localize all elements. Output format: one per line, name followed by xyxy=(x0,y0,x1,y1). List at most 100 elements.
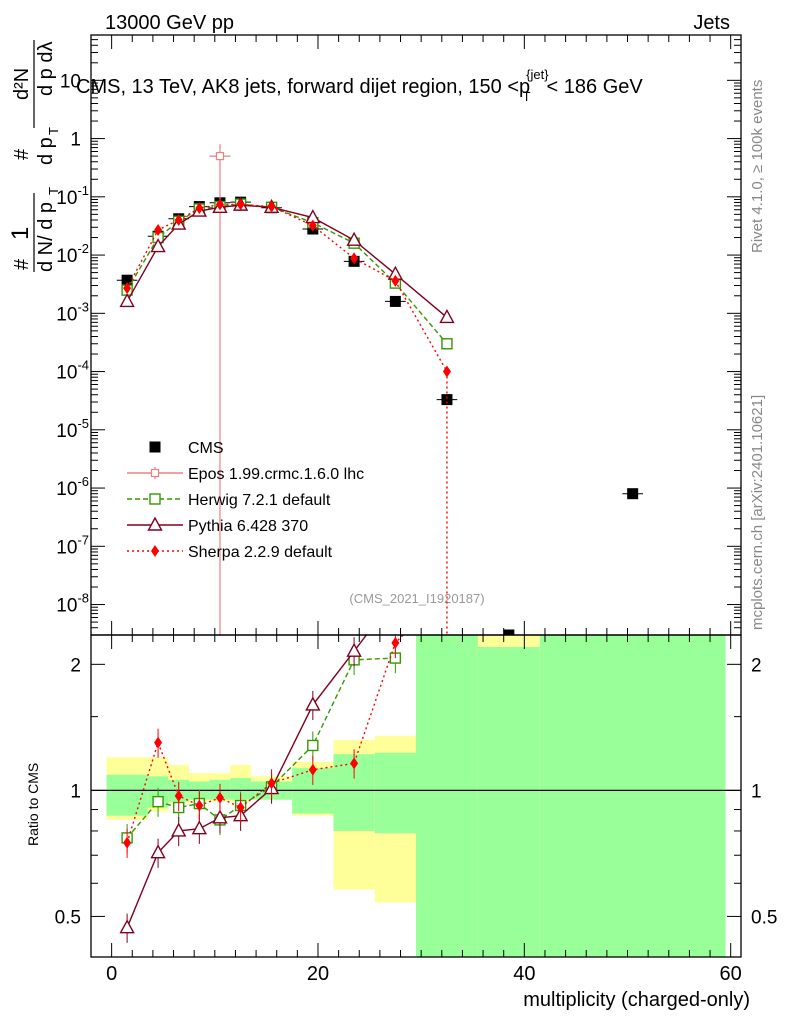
axes: 0 20 40 6010-810-710-610-510-410-310-210-11… xyxy=(55,34,777,985)
y-tick-exp-4: -4 xyxy=(77,358,89,373)
y-tick-base-5: 10 xyxy=(56,304,77,325)
plot-title-sup: {jet} xyxy=(526,67,549,82)
y-tick-exp-0: -8 xyxy=(77,591,89,606)
y-tick-exp-3: -5 xyxy=(77,416,89,431)
x-tick-label-1: 20 xyxy=(307,963,329,985)
y-tick-base-7: 10 xyxy=(56,188,77,209)
plot-title-tail: < 186 GeV xyxy=(547,76,644,98)
y-tick-base-2: 10 xyxy=(56,479,77,500)
point-data-0 xyxy=(121,274,133,286)
point-sherpa-8 xyxy=(350,252,359,265)
ratio-point-herwig-7 xyxy=(307,739,319,752)
ratio-y-label-0: 0.5 xyxy=(55,907,81,928)
y-axis-label-ratio: Ratio to CMS xyxy=(25,763,41,846)
y-label-sub-T1: T xyxy=(46,187,61,195)
y-tick-label-0: 10-8 xyxy=(56,591,89,617)
ratio-point-pythia-4 xyxy=(212,809,228,824)
ratio-y-label-2: 2 xyxy=(70,655,81,676)
ratio-line-herwig xyxy=(126,657,396,839)
y-tick-label-2: 10-6 xyxy=(56,474,89,500)
ratio-point-pythia-1 xyxy=(150,844,166,859)
ratio-line-sherpa xyxy=(126,635,405,843)
y-tick-exp-1: -7 xyxy=(77,532,89,547)
legend-label-data: CMS xyxy=(188,440,224,457)
y-tick-label-4: 10-4 xyxy=(56,358,89,384)
legend-marker-sherpa xyxy=(151,545,159,557)
y-label-dpT: d p xyxy=(35,137,57,165)
point-sherpa-5 xyxy=(236,198,245,211)
ratio-point-sherpa-6 xyxy=(267,777,276,790)
point-pythia-8 xyxy=(346,231,362,246)
band-inner-5 xyxy=(230,778,251,800)
y-tick-exp-7: -1 xyxy=(77,183,89,198)
y-tick-base-4: 10 xyxy=(56,363,77,384)
band-inner-9 xyxy=(374,752,416,834)
y-tick-label-8: 1 xyxy=(70,130,81,151)
ratio-point-sherpa-4 xyxy=(215,791,224,804)
point-sherpa-6 xyxy=(267,200,276,213)
legend-label-herwig: Herwig 7.2.1 default xyxy=(188,492,331,509)
ratio-point-pythia-7 xyxy=(305,696,321,711)
mcplots-label: mcplots.cern.ch [arXiv:2401.10621] xyxy=(749,395,766,630)
ratio-uncertainty-bands xyxy=(106,635,726,957)
band-inner-12 xyxy=(539,635,726,957)
point-sherpa-3 xyxy=(195,202,204,215)
point-pythia-10 xyxy=(439,308,455,324)
analysis-id: (CMS_2021_I1920187) xyxy=(349,591,484,606)
energy-label: 13000 GeV pp xyxy=(105,12,234,34)
y-tick-exp-5: -3 xyxy=(77,299,89,314)
ratio-point-sherpa-2 xyxy=(174,789,183,802)
y-tick-exp-6: -2 xyxy=(77,241,89,256)
ratio-point-sherpa-7 xyxy=(308,763,317,776)
point-pythia-0 xyxy=(119,292,135,308)
legend-marker-pythia xyxy=(147,516,163,531)
point-sherpa-7 xyxy=(308,219,317,232)
y-tick-exp-2: -6 xyxy=(77,474,89,489)
ratio-panel-marks xyxy=(91,635,741,943)
ratio-point-pythia-2 xyxy=(171,822,187,837)
legend-label-pythia: Pythia 6.428 370 xyxy=(188,518,308,535)
y-axis-label-main: # 1 d N/ d p T # d p T d²N d p dλ xyxy=(7,40,61,272)
ratio-point-sherpa-3 xyxy=(195,799,204,812)
point-sherpa-2 xyxy=(174,213,183,226)
point-data-9 xyxy=(389,295,401,307)
point-sherpa-4 xyxy=(215,198,224,211)
process-label: Jets xyxy=(693,12,730,34)
ratio-y-label-right-2: 2 xyxy=(751,655,762,676)
ratio-point-sherpa-5 xyxy=(236,801,245,814)
x-axis-label: multiplicity (charged-only) xyxy=(523,989,750,1011)
point-herwig-10 xyxy=(441,338,453,350)
legend: CMS Epos 1.99.crmc.1.6.0 lhc Herwig 7.2.1 … xyxy=(127,440,364,561)
ratio-point-pythia-3 xyxy=(191,820,208,835)
legend-marker-epos xyxy=(150,468,160,478)
y-tick-base-0: 10 xyxy=(56,596,77,617)
plot-title: CMS, 13 TeV, AK8 jets, forward dijet reg… xyxy=(76,67,643,104)
point-sherpa-10 xyxy=(442,365,451,378)
ratio-point-sherpa-8 xyxy=(350,757,359,770)
y-label-d2N: d²N xyxy=(11,68,33,100)
ratio-y-label-1: 1 xyxy=(70,781,81,802)
y-tick-label-1: 10-7 xyxy=(56,532,89,558)
legend-label-epos: Epos 1.99.crmc.1.6.0 lhc xyxy=(188,466,364,483)
y-tick-base-3: 10 xyxy=(56,421,77,442)
ratio-y-label-right-1: 1 xyxy=(751,781,762,802)
point-data-12 xyxy=(627,488,639,500)
point-sherpa-1 xyxy=(154,223,163,236)
y-tick-label-5: 10-3 xyxy=(56,299,89,325)
point-data-10 xyxy=(441,394,453,406)
ratio-line-pythia xyxy=(126,635,368,928)
ratio-point-pythia-8 xyxy=(346,642,362,657)
ratio-point-sherpa-1 xyxy=(154,736,163,749)
point-pythia-1 xyxy=(150,238,166,253)
x-tick-label-0: 0 xyxy=(106,963,117,985)
y-label-hash-1: # xyxy=(11,258,33,270)
point-epos-0 xyxy=(215,152,225,161)
y-tick-label-9: 10 xyxy=(60,71,81,92)
ratio-point-sherpa-9 xyxy=(391,636,400,649)
ratio-frame xyxy=(90,634,742,958)
point-sherpa-9 xyxy=(391,274,400,287)
y-tick-label-3: 10-5 xyxy=(56,416,89,442)
main-panel-marks xyxy=(116,144,643,635)
